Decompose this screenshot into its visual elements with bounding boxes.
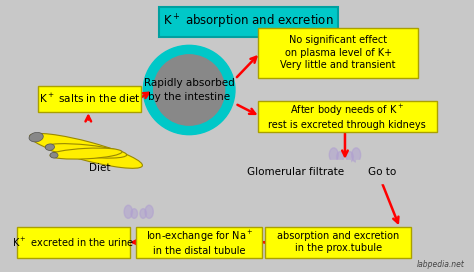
FancyBboxPatch shape: [38, 86, 141, 112]
Ellipse shape: [329, 148, 338, 162]
Ellipse shape: [346, 152, 353, 162]
Ellipse shape: [337, 152, 344, 162]
Ellipse shape: [50, 152, 58, 158]
Text: Go to: Go to: [367, 167, 396, 177]
FancyBboxPatch shape: [17, 227, 129, 258]
Ellipse shape: [352, 148, 361, 162]
FancyBboxPatch shape: [137, 227, 263, 258]
Text: Ion-exchange for Na$^+$
in the distal tubule: Ion-exchange for Na$^+$ in the distal tu…: [146, 228, 253, 256]
FancyBboxPatch shape: [356, 160, 407, 183]
Text: labpedia.net: labpedia.net: [416, 259, 464, 268]
Text: absorption and excretion
in the prox.tubule: absorption and excretion in the prox.tub…: [277, 231, 399, 254]
Text: After body needs of K$^+$
rest is excreted through kidneys: After body needs of K$^+$ rest is excret…: [268, 103, 426, 130]
Ellipse shape: [154, 55, 225, 125]
Text: K$^+$ excreted in the urine: K$^+$ excreted in the urine: [12, 236, 135, 249]
FancyBboxPatch shape: [258, 28, 418, 78]
Ellipse shape: [46, 144, 55, 150]
Ellipse shape: [143, 45, 235, 135]
Text: Diet: Diet: [89, 163, 110, 174]
Text: Rapidly absorbed
by the intestine: Rapidly absorbed by the intestine: [144, 78, 235, 102]
Ellipse shape: [29, 132, 43, 142]
Ellipse shape: [50, 148, 122, 159]
FancyBboxPatch shape: [159, 7, 338, 37]
Text: Glomerular filtrate: Glomerular filtrate: [247, 167, 344, 177]
Ellipse shape: [145, 205, 153, 218]
Text: K$^+$ absorption and excretion: K$^+$ absorption and excretion: [164, 13, 334, 32]
Ellipse shape: [124, 205, 132, 218]
FancyBboxPatch shape: [242, 160, 349, 183]
Ellipse shape: [131, 209, 137, 218]
Ellipse shape: [29, 134, 143, 168]
Text: No significant effect
on plasma level of K+
Very little and transient: No significant effect on plasma level of…: [280, 35, 396, 70]
Text: K$^+$ salts in the diet: K$^+$ salts in the diet: [38, 92, 140, 105]
Ellipse shape: [140, 209, 146, 218]
FancyBboxPatch shape: [265, 227, 411, 258]
FancyBboxPatch shape: [258, 101, 437, 132]
Ellipse shape: [46, 144, 127, 158]
